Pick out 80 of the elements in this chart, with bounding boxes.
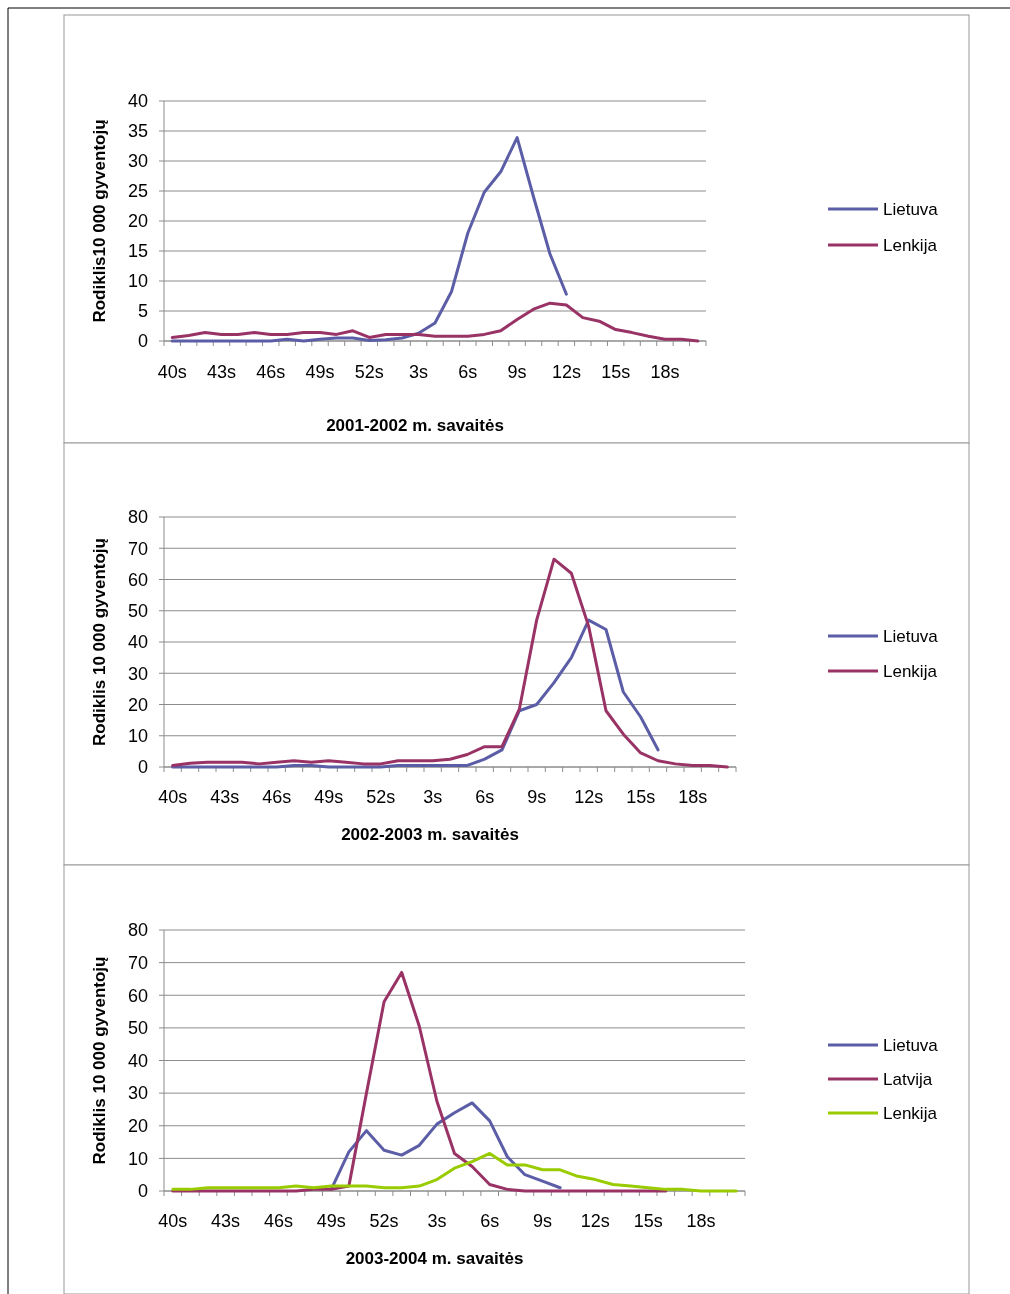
- x-tick-label: 18s: [686, 1211, 716, 1232]
- y-tick-label: 5: [137, 301, 148, 322]
- y-tick-label: 80: [127, 507, 148, 528]
- y-tick-label: 20: [127, 694, 148, 715]
- legend-label: Lietuva: [883, 199, 939, 219]
- x-tick-label: 40s: [158, 1211, 188, 1232]
- x-tick-label: 12s: [580, 1211, 610, 1232]
- y-tick-label: 70: [127, 952, 148, 973]
- y-tick-label: 40: [127, 1050, 148, 1071]
- y-tick-label: 10: [127, 271, 148, 292]
- y-tick-label: 0: [137, 331, 148, 352]
- y-tick-label: 35: [127, 121, 148, 142]
- y-tick-label: 15: [127, 241, 148, 262]
- x-axis-title: 2001-2002 m. savaitės: [326, 415, 504, 435]
- x-tick-label: 6s: [458, 362, 478, 383]
- line-series: [171, 970, 668, 1193]
- x-tick-label: 9s: [507, 362, 527, 383]
- line-series: [329, 1101, 562, 1191]
- x-tick-label: 46s: [256, 362, 286, 383]
- x-tick-label: 18s: [650, 362, 680, 383]
- y-tick-label: 50: [127, 601, 148, 622]
- y-tick-label: 50: [127, 1018, 148, 1039]
- y-tick-label: 0: [137, 1181, 148, 1202]
- x-tick-label: 15s: [633, 1211, 663, 1232]
- y-tick-label: 40: [127, 91, 148, 112]
- x-tick-label: 12s: [551, 362, 581, 383]
- y-tick-label: 70: [127, 538, 148, 559]
- x-tick-label: 43s: [210, 787, 240, 808]
- x-tick-label: 46s: [262, 787, 292, 808]
- x-tick-label: 3s: [409, 362, 429, 383]
- y-tick-label: 20: [127, 1116, 148, 1137]
- y-tick-label: 20: [127, 211, 148, 232]
- x-tick-label: 12s: [574, 787, 604, 808]
- y-tick-label: 80: [127, 920, 148, 941]
- y-tick-label: 30: [127, 663, 148, 684]
- x-tick-label: 40s: [157, 362, 187, 383]
- x-axis-title: 2002-2003 m. savaitės: [341, 824, 519, 844]
- y-axis-title: Rodiklis 10 000 gyventojų: [89, 538, 109, 746]
- line-series: [170, 136, 568, 343]
- line-series: [171, 557, 729, 769]
- x-tick-label: 52s: [369, 1211, 399, 1232]
- y-tick-label: 10: [127, 1148, 148, 1169]
- x-tick-label: 9s: [527, 787, 547, 808]
- y-axis-title: Rodiklis10 000 gyventojų: [89, 119, 109, 323]
- legend-label: Latvija: [883, 1069, 933, 1089]
- y-tick-label: 0: [137, 757, 148, 778]
- y-tick-label: 25: [127, 181, 148, 202]
- y-tick-label: 30: [127, 1083, 148, 1104]
- x-tick-label: 52s: [354, 362, 384, 383]
- x-tick-label: 46s: [263, 1211, 293, 1232]
- x-tick-label: 49s: [314, 787, 344, 808]
- legend-label: Lenkija: [883, 661, 938, 681]
- x-tick-label: 9s: [533, 1211, 553, 1232]
- legend-label: Lenkija: [883, 1103, 938, 1123]
- y-tick-label: 60: [127, 569, 148, 590]
- y-tick-label: 40: [127, 632, 148, 653]
- x-tick-label: 49s: [316, 1211, 346, 1232]
- x-tick-label: 40s: [158, 787, 188, 808]
- y-tick-label: 30: [127, 151, 148, 172]
- x-axis-title: 2003-2004 m. savaitės: [345, 1248, 524, 1268]
- legend-label: Lietuva: [883, 626, 939, 646]
- x-tick-label: 15s: [626, 787, 656, 808]
- y-tick-label: 60: [127, 985, 148, 1006]
- x-tick-label: 52s: [366, 787, 396, 808]
- line-series: [171, 1151, 738, 1193]
- x-tick-label: 15s: [601, 362, 631, 383]
- x-tick-label: 6s: [475, 787, 495, 808]
- x-tick-label: 49s: [305, 362, 335, 383]
- x-tick-label: 6s: [480, 1211, 500, 1232]
- x-tick-label: 43s: [211, 1211, 241, 1232]
- line-series: [170, 301, 700, 343]
- x-tick-label: 3s: [423, 787, 443, 808]
- y-tick-label: 10: [127, 726, 148, 747]
- legend-label: Lenkija: [883, 235, 938, 255]
- x-tick-label: 3s: [427, 1211, 447, 1232]
- legend-label: Lietuva: [883, 1035, 939, 1055]
- x-tick-label: 18s: [678, 787, 708, 808]
- y-axis-title: Rodiklis 10 000 gyventojų: [89, 956, 109, 1165]
- x-tick-label: 43s: [206, 362, 236, 383]
- line-series: [171, 618, 660, 769]
